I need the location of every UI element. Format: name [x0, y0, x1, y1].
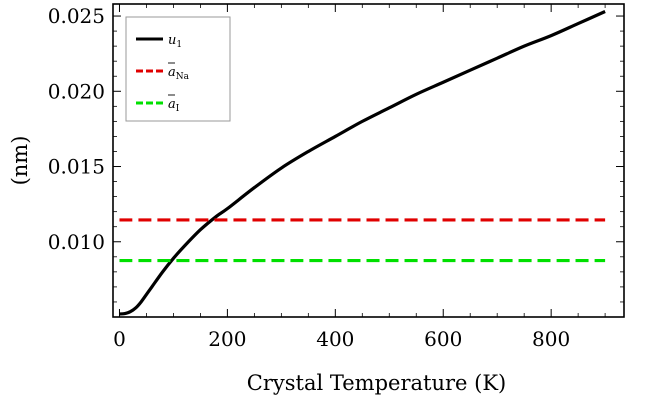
plot-frame — [112, 3, 625, 318]
x-tick-label: 600 — [424, 327, 462, 351]
y-tick-label: 0.025 — [48, 4, 105, 28]
legend-box — [125, 16, 231, 122]
y-tick-label: 0.020 — [48, 79, 105, 103]
y-tick-label: 0.010 — [48, 230, 105, 254]
x-tick-label: 400 — [316, 327, 354, 351]
legend-label-a-i: aI — [168, 97, 180, 114]
x-tick-label: 200 — [208, 327, 246, 351]
legend-subscript: 1 — [176, 40, 182, 50]
x-tick-label: 800 — [532, 327, 570, 351]
legend-subscript: Na — [176, 72, 190, 82]
legend-subscript: I — [176, 104, 180, 114]
y-tick-label: 0.015 — [48, 155, 105, 179]
x-tick-label: 0 — [113, 327, 126, 351]
y-axis-label: (nm) — [8, 136, 32, 186]
series-line-u-1 — [119, 10, 606, 316]
x-axis-label: Crystal Temperature (K) — [247, 371, 506, 395]
